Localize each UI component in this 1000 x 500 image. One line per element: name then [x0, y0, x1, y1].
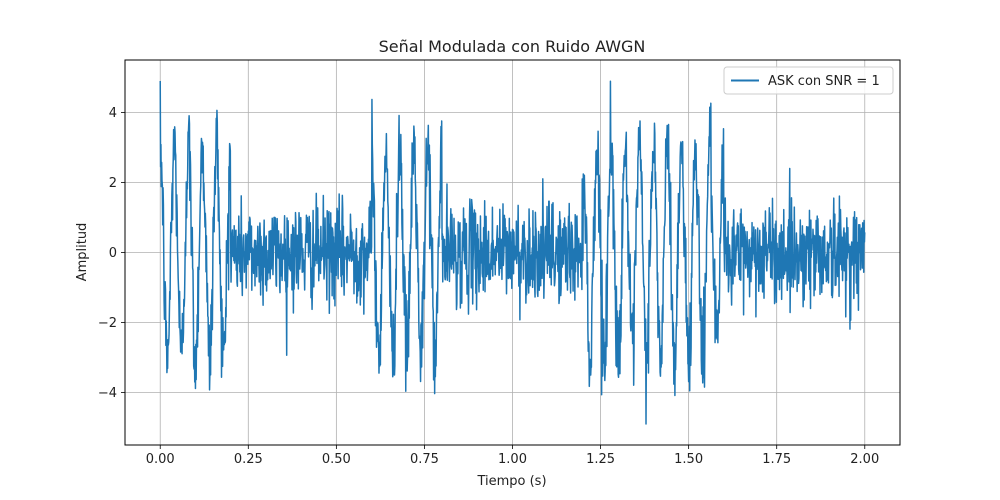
legend-label: ASK con SNR = 1 — [768, 74, 880, 89]
y-tick-label: −4 — [98, 386, 117, 401]
x-tick-label: 1.75 — [762, 452, 791, 467]
x-tick-label: 2.00 — [850, 452, 879, 467]
chart-title: Señal Modulada con Ruido AWGN — [379, 37, 646, 56]
x-tick-label: 0.50 — [322, 452, 351, 467]
x-tick-label: 1.00 — [498, 452, 527, 467]
y-tick-label: 4 — [109, 106, 117, 121]
x-tick-label: 1.25 — [586, 452, 615, 467]
x-tick-label: 0.25 — [234, 452, 263, 467]
y-tick-label: 0 — [109, 246, 117, 261]
series-layer — [159, 80, 866, 425]
y-tick-label: −2 — [98, 316, 117, 331]
ticks: 0.00 0.25 0.50 0.75 1.00 1.25 1.50 1.75 2.00 −4 −2… — [98, 106, 879, 467]
series-line-ask — [159, 80, 866, 425]
x-axis-label: Tiempo (s) — [476, 474, 546, 489]
legend-box — [723, 66, 894, 95]
legend: ASK con SNR = 1 — [723, 66, 894, 95]
x-tick-label: 0.75 — [410, 452, 439, 467]
x-tick-label: 1.50 — [674, 452, 703, 467]
y-tick-label: 2 — [109, 176, 117, 191]
x-tick-label: 0.00 — [146, 452, 175, 467]
y-axis-label: Amplitud — [75, 223, 90, 282]
